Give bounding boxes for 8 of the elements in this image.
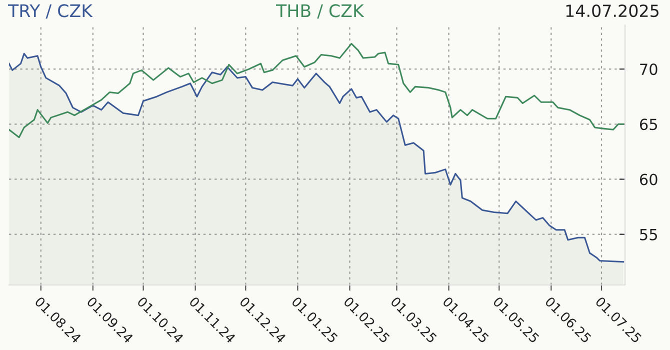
text: TRY / CZK bbox=[8, 4, 93, 19]
y-tick-label: 60 bbox=[640, 174, 658, 186]
line-series bbox=[9, 42, 624, 138]
y-tick-label: 70 bbox=[640, 64, 658, 76]
series-label: THB / CZK bbox=[276, 4, 364, 19]
chart-title: 14.07.2025 bbox=[566, 4, 658, 18]
y-tick-label: 65 bbox=[640, 118, 657, 130]
y-tick-label: 55 bbox=[640, 228, 657, 240]
